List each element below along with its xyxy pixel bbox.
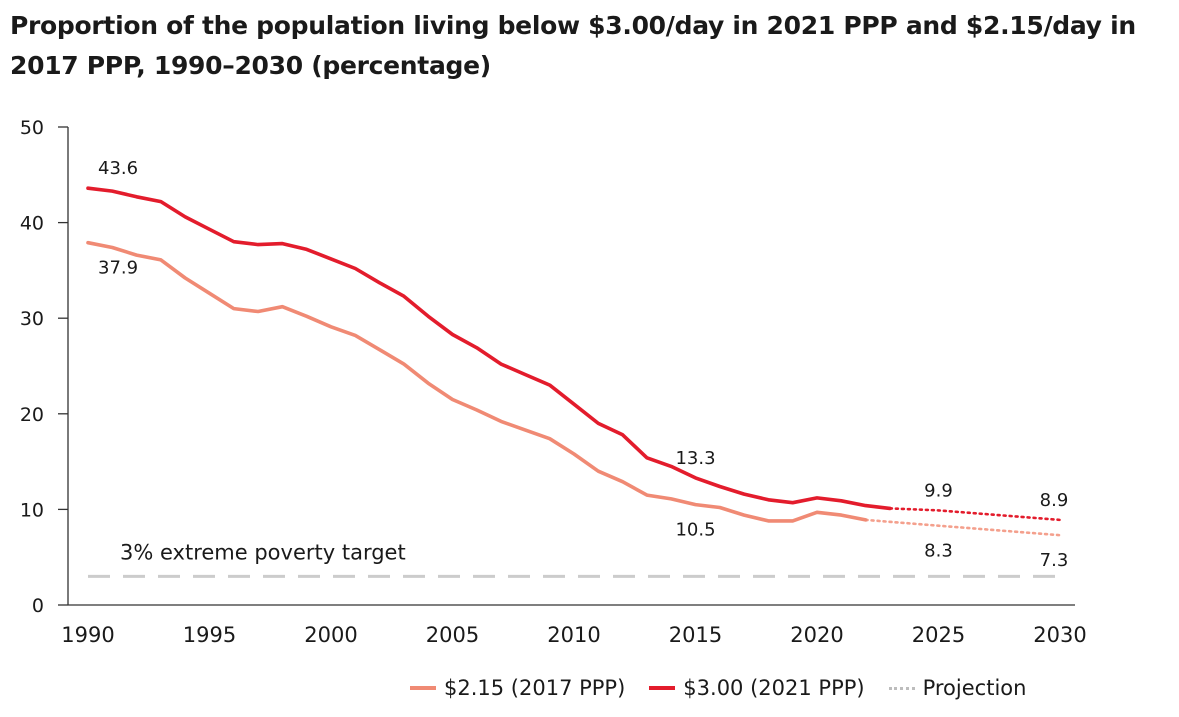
reference-line-label: 3% extreme poverty target: [120, 540, 406, 564]
series-line-2-15: [86, 240, 868, 523]
series-group: [86, 186, 1062, 537]
x-tick-label: 2030: [1033, 623, 1086, 647]
legend-label-projection: Projection: [922, 676, 1027, 700]
y-tick-label: 50: [20, 117, 44, 139]
x-tick-label: 2000: [304, 623, 357, 647]
x-tick-label: 1990: [61, 623, 114, 647]
legend-label-3-00: $3.00 (2021 PPP): [683, 676, 865, 700]
x-tick-label: 2005: [426, 623, 479, 647]
y-tick-label: 0: [32, 595, 44, 617]
legend-item-projection: Projection: [888, 676, 1027, 700]
x-tick-label: 2015: [669, 623, 722, 647]
data-label: 7.3: [1040, 550, 1069, 571]
x-tick-label: 2020: [790, 623, 843, 647]
data-label: 37.9: [98, 258, 138, 279]
y-tick-label: 20: [20, 404, 44, 426]
data-label: 9.9: [924, 480, 953, 501]
y-tick-label: 40: [20, 213, 44, 235]
y-tick-label: 30: [20, 308, 44, 330]
legend: $2.15 (2017 PPP) $3.00 (2021 PPP) Projec…: [410, 672, 1050, 704]
legend-swatch-projection: [888, 686, 915, 690]
x-tick-label: 2010: [547, 623, 600, 647]
series-line-3-00: [86, 186, 892, 511]
legend-swatch-2-15: [410, 686, 436, 690]
data-label: 8.9: [1040, 490, 1069, 511]
y-tick-label: 10: [20, 499, 44, 521]
data-label: 10.5: [675, 520, 715, 541]
projection-line-3-00: [888, 507, 1062, 522]
x-tick-label: 1995: [183, 623, 236, 647]
reference-line-group: 3% extreme poverty target: [88, 540, 1060, 578]
legend-label-2-15: $2.15 (2017 PPP): [444, 676, 626, 700]
data-label: 43.6: [98, 158, 138, 179]
data-labels: 43.6 37.9 13.3 10.5 9.9 8.3 8.9 7.3: [98, 158, 1068, 571]
legend-item-2-15: $2.15 (2017 PPP): [410, 676, 625, 700]
chart-title: Proportion of the population living belo…: [10, 11, 1136, 80]
data-label: 13.3: [675, 448, 715, 469]
x-tick-label: 2025: [912, 623, 965, 647]
data-label: 8.3: [924, 541, 953, 562]
legend-swatch-3-00: [649, 686, 676, 690]
legend-item-3-00: $3.00 (2021 PPP): [649, 676, 865, 700]
projection-line-2-15: [864, 518, 1062, 537]
